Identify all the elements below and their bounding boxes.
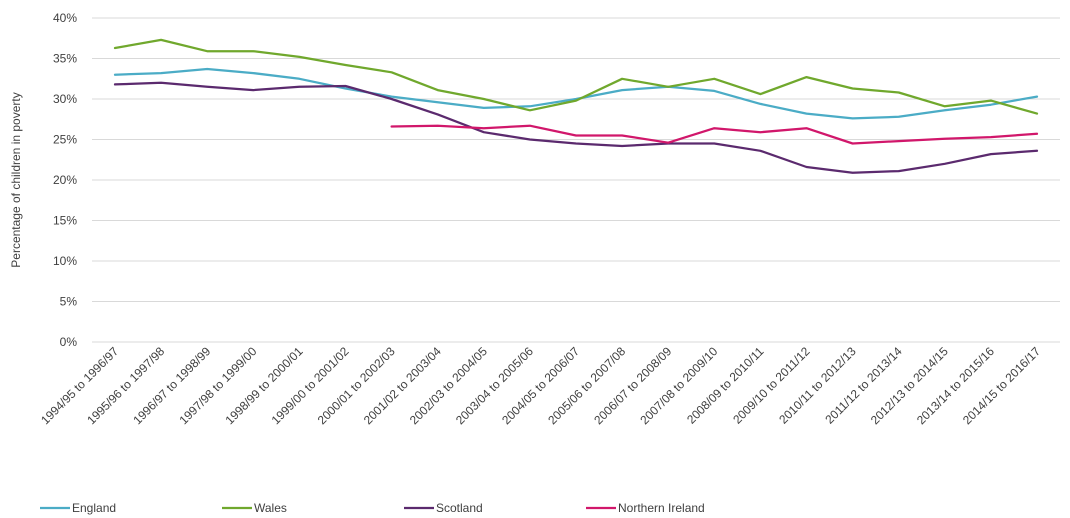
x-tick-label: 1994/95 to 1996/97 xyxy=(38,344,121,427)
x-tick-label: 2002/03 to 2004/05 xyxy=(407,344,490,427)
y-tick-label: 40% xyxy=(53,11,77,25)
x-tick-label: 1997/98 to 1999/00 xyxy=(176,344,259,427)
x-tick-label: 2009/10 to 2011/12 xyxy=(730,344,813,427)
x-tick-label: 2005/06 to 2007/08 xyxy=(545,344,628,427)
y-tick-label: 25% xyxy=(53,133,77,147)
legend-item-northern-ireland: Northern Ireland xyxy=(586,501,705,515)
y-axis-ticks: 0% 5% 10% 15% 20% 25% 30% 35% 40% xyxy=(53,11,77,349)
x-tick-label: 2003/04 to 2005/06 xyxy=(453,344,536,427)
gridlines xyxy=(92,17,1060,343)
legend-label: Scotland xyxy=(436,501,483,515)
x-tick-label: 1996/97 to 1998/99 xyxy=(130,344,213,427)
y-tick-label: 30% xyxy=(53,92,77,106)
x-tick-label: 2011/12 to 2013/14 xyxy=(822,344,905,427)
y-tick-label: 0% xyxy=(60,335,78,349)
series-line-wales xyxy=(113,38,1039,115)
legend-item-scotland: Scotland xyxy=(404,501,483,515)
x-tick-label: 2010/11 to 2012/13 xyxy=(776,344,859,427)
x-tick-label: 2008/09 to 2010/11 xyxy=(684,344,767,427)
series-line-scotland xyxy=(113,81,1039,174)
x-tick-label: 2004/05 to 2006/07 xyxy=(499,344,582,427)
x-tick-label: 1995/96 to 1997/98 xyxy=(84,344,167,427)
x-tick-label: 1999/00 to 2001/02 xyxy=(269,344,352,427)
legend-label: Wales xyxy=(254,501,287,515)
y-axis-title: Percentage of children in poverty xyxy=(9,92,23,267)
x-tick-label: 2012/13 to 2014/15 xyxy=(868,344,951,427)
series-line-northern-ireland xyxy=(390,124,1039,145)
y-tick-label: 15% xyxy=(53,214,77,228)
series-line-england xyxy=(113,67,1039,120)
legend-label: Northern Ireland xyxy=(618,501,705,515)
y-tick-label: 10% xyxy=(53,254,77,268)
x-tick-label: 2000/01 to 2002/03 xyxy=(315,344,398,427)
x-tick-label: 2007/08 to 2009/10 xyxy=(637,344,720,427)
y-tick-label: 35% xyxy=(53,52,77,66)
legend-item-wales: Wales xyxy=(222,501,287,515)
y-tick-label: 5% xyxy=(60,295,78,309)
x-tick-label: 2006/07 to 2008/09 xyxy=(591,344,674,427)
y-tick-label: 20% xyxy=(53,173,77,187)
x-tick-label: 2014/15 to 2016/17 xyxy=(960,344,1043,427)
legend: England Wales Scotland Northern Ireland xyxy=(40,501,705,515)
legend-item-england: England xyxy=(40,501,116,515)
x-tick-label: 2013/14 to 2015/16 xyxy=(914,344,997,427)
x-tick-label: 1998/99 to 2000/01 xyxy=(223,344,306,427)
legend-label: England xyxy=(72,501,116,515)
x-tick-label: 2001/02 to 2003/04 xyxy=(361,344,444,427)
series-lines xyxy=(113,38,1039,174)
